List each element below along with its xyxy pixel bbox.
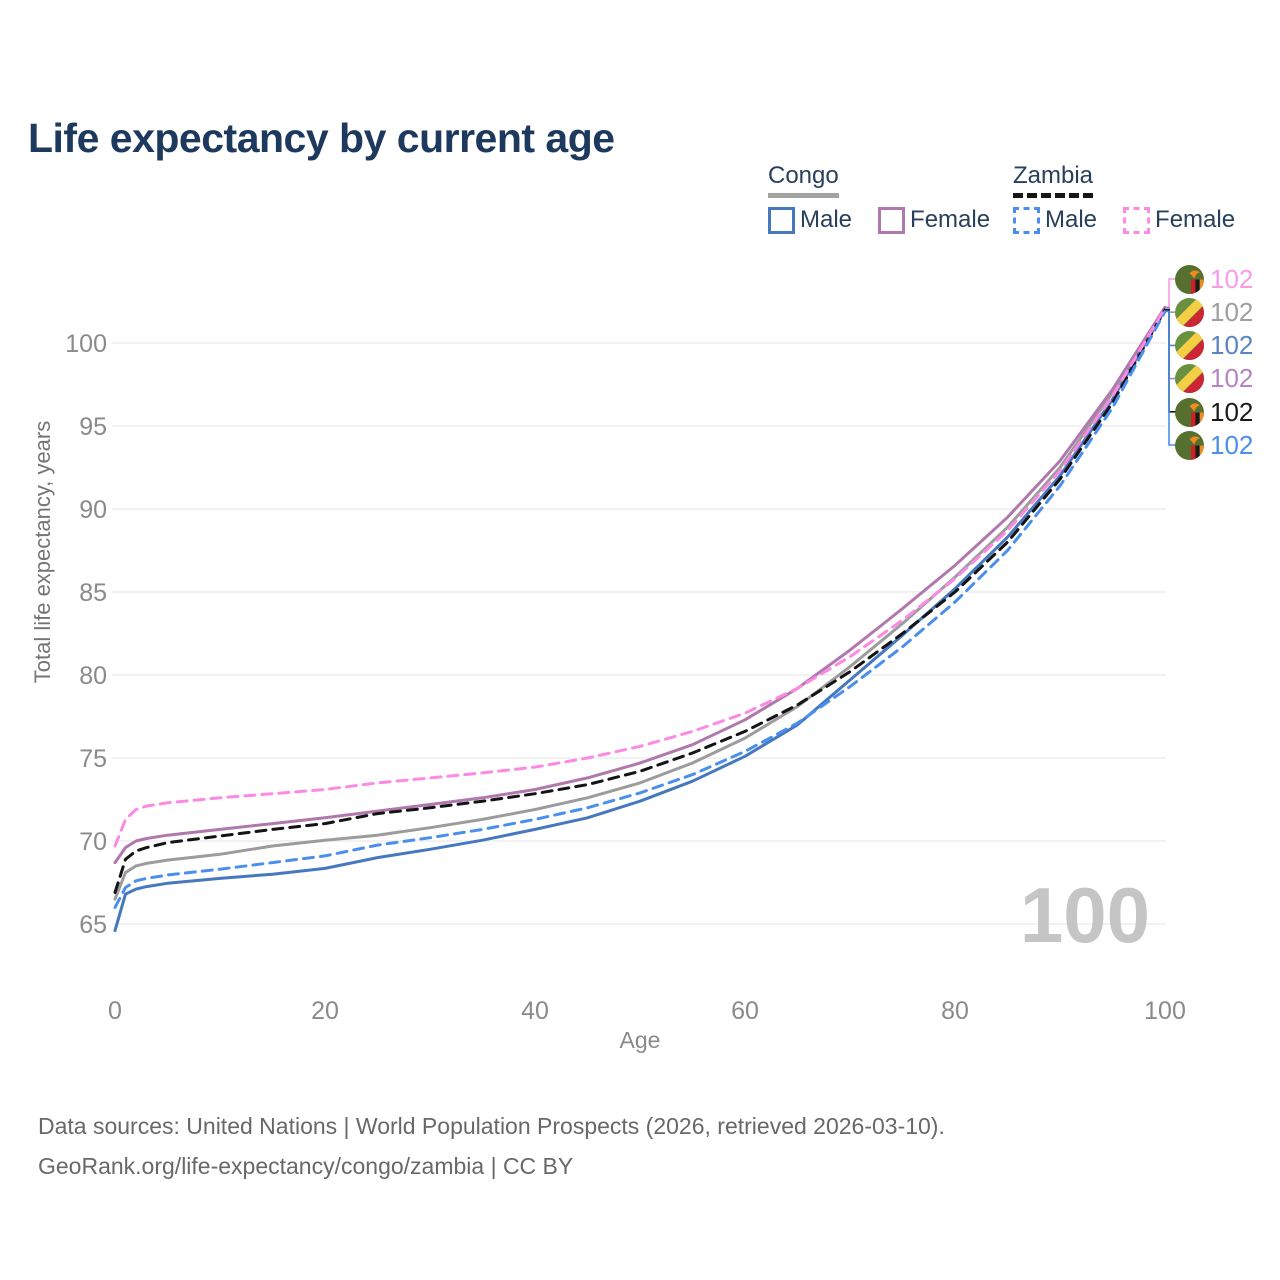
end-label-value: 102: [1210, 263, 1254, 294]
legend-item-congo-male[interactable]: Male: [768, 206, 852, 234]
congo-male-swatch-icon: [768, 206, 795, 234]
zambia-male-swatch-icon: [1013, 206, 1040, 234]
legend-group-congo: Congo Male Female: [768, 162, 990, 234]
footer-line-1: Data sources: United Nations | World Pop…: [38, 1113, 945, 1139]
leader-line: [1165, 310, 1176, 446]
end-label-value: 102: [1210, 362, 1254, 393]
zambia-female-swatch-icon: [1123, 206, 1151, 234]
x-axis-title: Age: [620, 1027, 661, 1053]
congo-flag-icon: [1175, 364, 1204, 393]
end-label-row-congo: 102: [1175, 297, 1253, 327]
y-tick-label: 85: [79, 579, 107, 607]
end-label-value: 102: [1210, 296, 1254, 327]
y-axis-title: Total life expectancy, years: [30, 420, 55, 684]
zambia-flag-icon: [1175, 431, 1204, 460]
page-title: Life expectancy by current age: [28, 115, 615, 162]
legend-item-zambia-male[interactable]: Male: [1013, 206, 1097, 234]
x-tick-label: 100: [1144, 997, 1186, 1025]
congo-flag-icon: [1175, 331, 1204, 360]
zambia-flag-icon: [1175, 265, 1204, 294]
series-line-congo[interactable]: [113, 306, 1167, 901]
series-line-zambia-female[interactable]: [113, 306, 1167, 848]
legend-item-label: Female: [1155, 206, 1236, 233]
legend-series-zambia[interactable]: Zambia: [1013, 162, 1094, 198]
series-line-zambia-male[interactable]: [113, 310, 1167, 909]
legend-item-congo-female[interactable]: Female: [878, 206, 990, 234]
x-tick-label: 60: [731, 997, 759, 1025]
zambia-flag-icon: [1175, 398, 1204, 427]
legend-item-zambia-female[interactable]: Female: [1123, 206, 1235, 234]
end-label-row-zambia: 102: [1175, 397, 1253, 427]
x-tick-label: 20: [311, 997, 339, 1025]
end-label-value: 102: [1210, 429, 1254, 460]
end-label-row-congo-female: 102: [1175, 363, 1253, 393]
end-label-value: 102: [1210, 396, 1254, 427]
y-tick-label: 65: [79, 911, 107, 939]
end-label-row-zambia-male: 102: [1175, 430, 1253, 460]
series-line-congo-female[interactable]: [113, 305, 1167, 865]
end-label-value: 102: [1210, 329, 1254, 360]
end-label-row-zambia-female: 102: [1175, 264, 1253, 294]
x-tick-label: 40: [521, 997, 549, 1025]
series-line-congo-male[interactable]: [113, 308, 1167, 933]
legend-group-zambia: Zambia Male Female: [1013, 162, 1235, 234]
congo-female-swatch-icon: [878, 206, 906, 234]
footer-line-2: GeoRank.org/life-expectancy/congo/zambia…: [38, 1153, 574, 1179]
y-tick-label: 70: [79, 828, 107, 856]
legend-item-label: Male: [800, 206, 853, 233]
age-counter-watermark: 100: [1019, 871, 1150, 959]
y-tick-label: 90: [79, 496, 107, 524]
legend-series-congo[interactable]: Congo: [768, 162, 839, 198]
y-tick-label: 95: [79, 413, 107, 441]
y-tick-label: 100: [65, 330, 107, 358]
x-tick-label: 80: [941, 997, 969, 1025]
end-label-row-congo-male: 102: [1175, 330, 1253, 360]
y-tick-label: 75: [79, 745, 107, 773]
footer: Data sources: United Nations | World Pop…: [38, 1106, 945, 1186]
legend-item-label: Male: [1045, 206, 1098, 233]
y-tick-label: 80: [79, 662, 107, 690]
congo-flag-icon: [1175, 298, 1204, 327]
x-tick-label: 0: [108, 997, 122, 1025]
legend-item-label: Female: [910, 206, 991, 233]
series-line-zambia[interactable]: [113, 308, 1167, 894]
